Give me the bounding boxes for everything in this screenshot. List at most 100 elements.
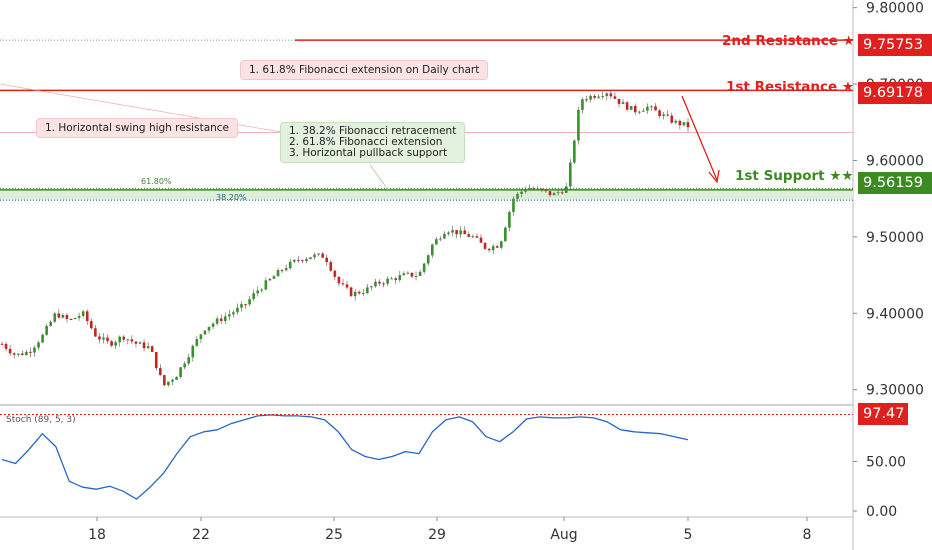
stoch-indicator-label: Stoch (89, 5, 3) <box>6 415 76 425</box>
candle-bullish <box>353 291 357 297</box>
candle-bullish <box>203 330 207 335</box>
candle-bearish <box>94 328 97 337</box>
candle-bearish <box>57 313 61 318</box>
candle-bullish <box>167 381 170 386</box>
candle-bearish <box>548 191 552 196</box>
candle-bullish <box>309 257 312 259</box>
candle-bullish <box>621 102 625 104</box>
stoch-value-badge: 97.47 <box>858 403 908 425</box>
candle-bullish <box>646 106 649 111</box>
candle-bullish <box>439 238 442 240</box>
candle-bullish <box>232 312 235 315</box>
candle-bullish <box>552 193 556 196</box>
resistance-1-label: 1st Resistance ★ <box>726 79 854 95</box>
candle-bullish <box>256 290 260 294</box>
candle-bearish <box>532 188 536 190</box>
candle-bearish <box>154 351 158 369</box>
candle-bullish <box>102 337 105 340</box>
candle-bullish <box>682 122 686 126</box>
candle-bullish <box>37 342 40 348</box>
time-tick-label: 25 <box>325 527 343 543</box>
candle-bullish <box>45 325 48 335</box>
stoch-line[interactable] <box>1 414 689 500</box>
candle-bullish <box>260 289 264 291</box>
price-tick-label: 9.60000 <box>866 153 924 169</box>
annotation-pointer-support <box>369 164 389 191</box>
annotation-support-confluence[interactable]: 1. 38.2% Fibonacci retracement 2. 61.8% … <box>280 122 466 163</box>
candle-bullish <box>662 114 665 117</box>
candle-bearish <box>495 246 499 248</box>
candle-bearish <box>357 291 361 294</box>
candle-bearish <box>29 351 32 353</box>
candle-bearish <box>617 98 621 104</box>
candle-bearish <box>686 122 690 128</box>
candle-bullish <box>568 162 572 187</box>
candle-bearish <box>280 270 284 272</box>
candle-bullish <box>215 318 219 324</box>
candle-bearish <box>337 276 341 284</box>
candle-bearish <box>382 283 385 285</box>
candle-bullish <box>361 293 365 295</box>
candle-bearish <box>483 242 487 249</box>
candle-bearish <box>585 99 588 101</box>
resistance-2-price-badge: 9.75753 <box>858 34 932 56</box>
annotation-swing-high[interactable]: 1. Horizontal swing high resistance <box>36 118 239 138</box>
candle-bullish <box>272 276 276 279</box>
candle-bullish <box>146 346 150 349</box>
candle-bearish <box>613 96 617 99</box>
candle-bullish <box>175 376 178 380</box>
candle-bullish <box>581 99 584 110</box>
candle-bullish <box>430 244 434 256</box>
candle-bullish <box>33 347 36 353</box>
candle-bearish <box>110 341 113 346</box>
candle-bullish <box>390 278 393 280</box>
resistance-2-label: 2nd Resistance ★ <box>722 33 855 49</box>
candle-bullish <box>211 323 215 327</box>
candle-bullish <box>313 254 316 258</box>
candle-bullish <box>386 278 389 284</box>
candle-bullish <box>187 357 191 364</box>
candle-bullish <box>642 110 645 112</box>
candle-bearish <box>65 314 69 320</box>
candle-bullish <box>629 106 633 110</box>
candle-bullish <box>398 275 402 281</box>
candle-bullish <box>49 321 53 326</box>
candle-bullish <box>292 259 296 262</box>
candle-bullish <box>650 106 653 108</box>
candle-bearish <box>333 270 337 277</box>
candle-bullish <box>418 271 422 277</box>
candle-bullish <box>195 339 199 346</box>
candle-bullish <box>601 96 605 98</box>
candle-bullish <box>16 353 20 355</box>
candle-bullish <box>528 188 531 190</box>
candle-bearish <box>297 259 300 261</box>
candle-bullish <box>605 93 609 97</box>
fib-382-label: 38.20% <box>216 193 247 202</box>
candle-bullish <box>536 188 540 190</box>
candle-bullish <box>402 273 406 276</box>
price-tick-label: 9.80000 <box>866 1 924 17</box>
candle-bearish <box>301 260 304 262</box>
candle-bullish <box>240 304 243 308</box>
candle-bullish <box>589 95 592 100</box>
candle-bullish <box>573 140 576 163</box>
stoch-tick-label: 50.00 <box>866 454 906 470</box>
candle-bearish <box>20 353 24 356</box>
annotation-daily-extension[interactable]: 1. 61.8% Fibonacci extension on Daily ch… <box>240 60 489 80</box>
candle-bearish <box>90 321 93 329</box>
candle-bullish <box>556 192 560 194</box>
candle-bullish <box>118 336 122 343</box>
candle-bullish <box>637 111 641 113</box>
candle-bearish <box>244 304 247 306</box>
candle-bullish <box>516 193 519 199</box>
candle-bearish <box>410 272 414 277</box>
candle-bullish <box>366 287 369 294</box>
candle-bullish <box>305 258 308 262</box>
candle-bearish <box>609 93 613 97</box>
time-tick-label: Aug <box>550 527 577 543</box>
candle-bullish <box>459 230 462 235</box>
candle-bearish <box>455 230 458 235</box>
candle-bullish <box>207 326 211 331</box>
candle-bearish <box>134 341 138 344</box>
